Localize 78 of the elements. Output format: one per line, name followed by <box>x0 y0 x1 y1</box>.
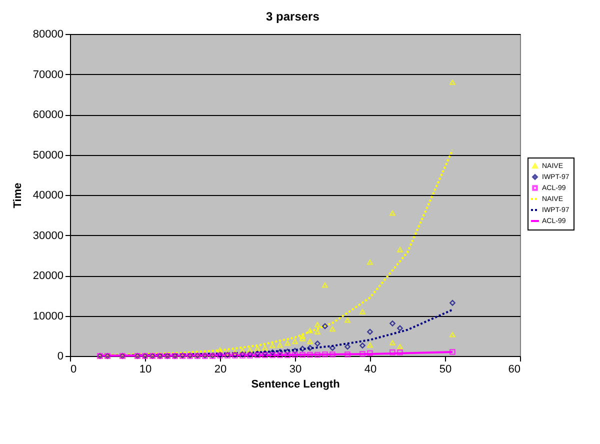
y-tick-label: 10000 <box>32 310 64 322</box>
point <box>322 323 328 330</box>
y-tick-label: 20000 <box>32 270 64 282</box>
point <box>284 340 290 346</box>
chart-title: 3 parsers <box>266 10 320 24</box>
point <box>450 300 456 306</box>
y-tick-label: 30000 <box>32 230 64 242</box>
y-tick-label: 40000 <box>32 190 64 202</box>
point <box>270 349 276 356</box>
point <box>277 349 283 355</box>
y-tick-label: 80000 <box>32 28 64 40</box>
point <box>270 342 276 348</box>
point <box>390 210 396 216</box>
point <box>397 247 403 252</box>
point <box>307 345 313 351</box>
x-axis-title: Sentence Length <box>251 378 340 390</box>
point <box>360 309 366 314</box>
point <box>397 349 403 356</box>
point <box>450 332 456 338</box>
x-tick-label: 0 <box>70 364 77 376</box>
point <box>367 342 373 348</box>
point <box>307 328 313 334</box>
point <box>314 352 320 358</box>
point <box>254 346 260 351</box>
point <box>292 348 298 354</box>
point <box>314 340 320 346</box>
point <box>330 326 336 332</box>
y-tick-label: 70000 <box>32 68 64 81</box>
point <box>367 328 373 335</box>
point <box>307 338 313 344</box>
point <box>390 340 396 346</box>
point <box>217 347 223 353</box>
point <box>390 320 396 326</box>
point <box>240 348 246 354</box>
point <box>450 80 456 85</box>
point <box>300 334 306 339</box>
point <box>397 325 403 332</box>
point <box>270 352 276 358</box>
point <box>277 342 283 348</box>
y-tick-label: 50000 <box>32 149 64 162</box>
point <box>322 282 328 288</box>
point <box>397 344 403 350</box>
point <box>284 352 290 358</box>
y-tick-label: 60000 <box>32 109 64 121</box>
point <box>344 351 350 358</box>
point <box>284 348 290 355</box>
point <box>277 352 283 358</box>
x-tick-label: 40 <box>364 364 377 376</box>
y-tick-label: 0 <box>57 350 64 362</box>
point <box>232 350 238 356</box>
point <box>307 352 313 358</box>
point <box>247 347 253 353</box>
point <box>344 344 350 350</box>
point <box>300 346 306 352</box>
point <box>314 329 320 334</box>
point <box>450 349 456 355</box>
point <box>262 352 268 358</box>
x-tick-label: 60 <box>508 364 520 376</box>
point <box>262 345 268 351</box>
point <box>360 342 366 348</box>
point <box>344 318 350 323</box>
point <box>390 349 396 356</box>
point <box>300 336 306 342</box>
point <box>314 322 320 328</box>
point <box>330 351 336 358</box>
point <box>360 351 366 357</box>
point <box>292 352 298 358</box>
x-tick-label: 50 <box>439 364 452 376</box>
y-axis-title: Time <box>12 182 24 208</box>
x-tick-label: 30 <box>289 364 302 376</box>
point <box>330 345 336 351</box>
point <box>300 352 306 358</box>
point <box>367 260 373 265</box>
x-tick-label: 20 <box>214 364 227 376</box>
x-tick-label: 10 <box>139 364 152 376</box>
point <box>367 350 373 356</box>
point <box>292 338 298 344</box>
point <box>322 351 328 358</box>
